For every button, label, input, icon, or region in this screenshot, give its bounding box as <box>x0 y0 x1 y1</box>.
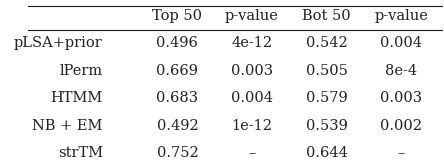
Text: Top 50: Top 50 <box>152 9 202 23</box>
Text: 8e-4: 8e-4 <box>385 64 417 78</box>
Text: 0.752: 0.752 <box>157 146 198 160</box>
Text: HTMM: HTMM <box>51 91 103 105</box>
Text: 0.004: 0.004 <box>380 36 422 50</box>
Text: –: – <box>248 146 256 160</box>
Text: 0.003: 0.003 <box>231 64 273 78</box>
Text: p-value: p-value <box>225 9 279 23</box>
Text: 4e-12: 4e-12 <box>231 36 273 50</box>
Text: Bot 50: Bot 50 <box>302 9 351 23</box>
Text: strTM: strTM <box>58 146 103 160</box>
Text: NB + EM: NB + EM <box>32 119 103 133</box>
Text: 0.492: 0.492 <box>157 119 198 133</box>
Text: 0.683: 0.683 <box>156 91 198 105</box>
Text: 0.003: 0.003 <box>380 91 422 105</box>
Text: 0.669: 0.669 <box>156 64 198 78</box>
Text: pLSA+prior: pLSA+prior <box>14 36 103 50</box>
Text: 1e-12: 1e-12 <box>231 119 273 133</box>
Text: p-value: p-value <box>374 9 428 23</box>
Text: 0.539: 0.539 <box>305 119 348 133</box>
Text: lPerm: lPerm <box>59 64 103 78</box>
Text: 0.496: 0.496 <box>156 36 198 50</box>
Text: 0.644: 0.644 <box>305 146 348 160</box>
Text: 0.002: 0.002 <box>380 119 422 133</box>
Text: 0.579: 0.579 <box>306 91 348 105</box>
Text: 0.505: 0.505 <box>305 64 348 78</box>
Text: 0.004: 0.004 <box>231 91 273 105</box>
Text: –: – <box>397 146 405 160</box>
Text: 0.542: 0.542 <box>306 36 348 50</box>
